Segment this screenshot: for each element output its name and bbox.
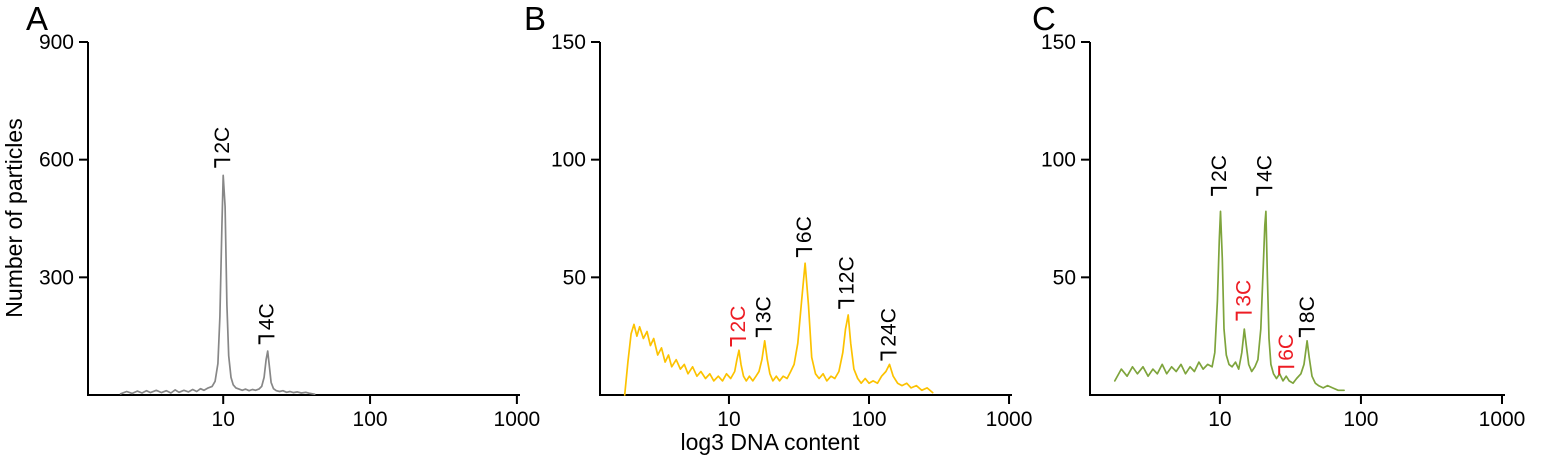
panel-letter-c: C bbox=[1032, 0, 1056, 37]
peak-label-b-2c: 2C bbox=[727, 306, 750, 333]
peak-label-b-3c: 3C bbox=[753, 296, 776, 323]
y-tick-label-b: 50 bbox=[563, 266, 586, 289]
axes-a bbox=[87, 42, 520, 396]
x-tick-label-a: 1000 bbox=[494, 408, 541, 431]
histogram-curve-b bbox=[623, 262, 934, 396]
y-tick-label-c: 150 bbox=[1041, 31, 1076, 54]
peak-label-b-24c: 24C bbox=[877, 308, 900, 347]
peak-bracket-c-4c bbox=[1256, 186, 1273, 196]
peak-label-c-6c: 6C bbox=[1275, 334, 1298, 361]
y-tick-label-a: 300 bbox=[39, 266, 74, 289]
histogram-curve-a bbox=[119, 174, 316, 396]
peak-bracket-b-6c bbox=[796, 248, 813, 258]
peak-label-b-12c: 12C bbox=[835, 256, 858, 295]
y-axis-title: Number of particles bbox=[1, 118, 27, 317]
peak-bracket-a-4c bbox=[258, 335, 275, 345]
x-tick-label-c: 1000 bbox=[1479, 408, 1526, 431]
peak-label-c-2c: 2C bbox=[1208, 155, 1231, 182]
x-tick-label-b: 1000 bbox=[986, 408, 1033, 431]
panel-letter-b: B bbox=[524, 0, 546, 37]
x-axis-title: log3 DNA content bbox=[680, 429, 860, 455]
peak-label-c-4c: 4C bbox=[1253, 155, 1276, 182]
x-tick-label-b: 100 bbox=[851, 408, 886, 431]
peak-bracket-c-8c bbox=[1298, 328, 1315, 338]
histogram-curve-c bbox=[1113, 210, 1345, 392]
peak-bracket-c-2c bbox=[1210, 186, 1227, 196]
peak-label-b-6c: 6C bbox=[793, 216, 816, 243]
peak-bracket-a-2c bbox=[214, 158, 231, 168]
peak-label-a-2c: 2C bbox=[211, 127, 234, 154]
peak-label-c-3c: 3C bbox=[1233, 280, 1256, 307]
peak-label-a-4c: 4C bbox=[255, 303, 278, 330]
peak-bracket-c-6c bbox=[1278, 365, 1295, 375]
y-tick-label-b: 150 bbox=[551, 31, 586, 54]
y-tick-label-a: 600 bbox=[39, 149, 74, 172]
x-tick-label-a: 100 bbox=[353, 408, 388, 431]
y-tick-label-c: 100 bbox=[1041, 149, 1076, 172]
peak-bracket-c-3c bbox=[1235, 311, 1252, 321]
peak-label-c-8c: 8C bbox=[1296, 296, 1319, 323]
x-tick-label-c: 10 bbox=[1208, 408, 1231, 431]
peak-bracket-b-12c bbox=[838, 299, 855, 309]
x-tick-label-b: 10 bbox=[717, 408, 740, 431]
peak-bracket-b-3c bbox=[755, 328, 772, 338]
peak-bracket-b-2c bbox=[730, 337, 746, 347]
panel-letter-a: A bbox=[26, 0, 48, 37]
plots-group: 300 600 900 10 100 1000 2C 4C 50 100 150 10 100 1000 2… bbox=[39, 31, 1525, 431]
y-tick-label-c: 50 bbox=[1053, 266, 1076, 289]
y-tick-label-a: 900 bbox=[39, 31, 74, 54]
peak-bracket-b-24c bbox=[880, 351, 897, 361]
x-tick-label-a: 10 bbox=[212, 408, 235, 431]
x-tick-label-c: 100 bbox=[1343, 408, 1378, 431]
y-tick-label-b: 100 bbox=[551, 149, 586, 172]
